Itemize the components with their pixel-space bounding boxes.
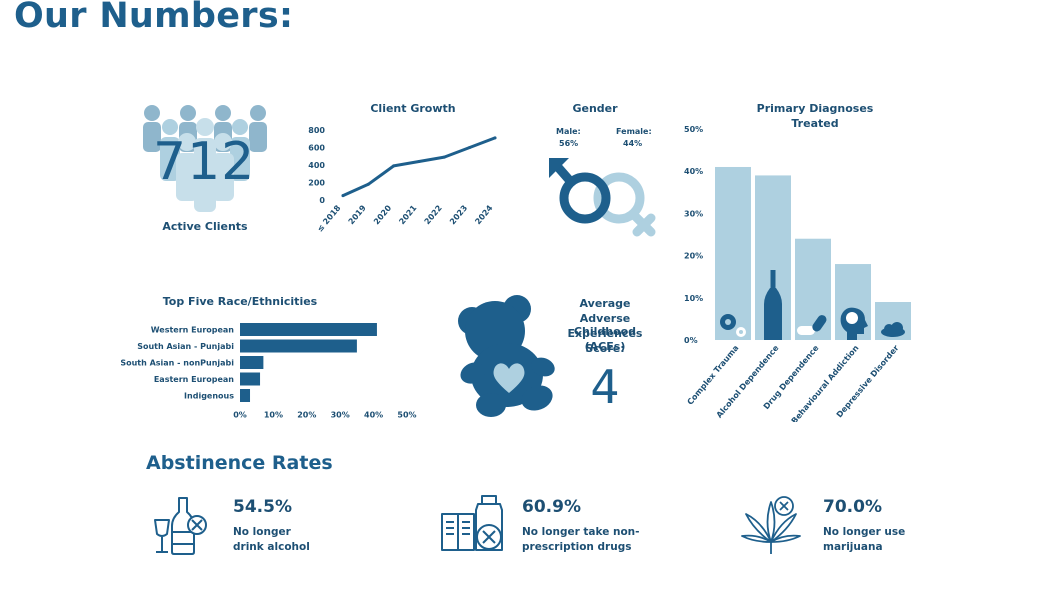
growth-x-tick: 2021 xyxy=(397,203,418,226)
aces-title-line3: Experiences (ACEs) xyxy=(567,327,643,353)
ethnicity-x-tick: 30% xyxy=(331,411,350,420)
head-icon xyxy=(840,307,868,340)
diagnoses-chart: Primary Diagnoses Treated 0% 10% 20% 30% 40%… xyxy=(675,102,930,432)
abstinence-title: Abstinence Rates xyxy=(146,452,333,474)
growth-x-tick: 2024 xyxy=(473,203,494,226)
ethnicity-x-tick: 10% xyxy=(264,411,283,420)
abstinence-alcohol-line1: No longer xyxy=(233,526,291,538)
growth-point xyxy=(442,155,446,159)
diagnoses-title-line1: Primary Diagnoses xyxy=(756,102,874,115)
ethnicity-x-tick: 0% xyxy=(233,411,247,420)
client-growth-chart: Client Growth 0 200 400 600 800 ≤ 2018 2019 202… xyxy=(305,102,510,242)
ethnicity-x-tick: 20% xyxy=(297,411,316,420)
active-clients-label: Active Clients xyxy=(162,220,248,233)
ethnicity-bar xyxy=(240,339,357,353)
diagnoses-y-tick: 40% xyxy=(684,167,703,176)
diagnoses-y-tick: 10% xyxy=(684,294,703,303)
diagnoses-bar xyxy=(715,166,751,340)
growth-y-tick: 400 xyxy=(308,161,325,170)
growth-x-tick: ≤ 2018 xyxy=(315,203,343,233)
gender-title: Gender xyxy=(572,102,618,115)
abstinence-alcohol-line2: drink alcohol xyxy=(233,541,310,553)
no-marijuana-icon xyxy=(741,496,801,554)
abstinence-drugs-line2: prescription drugs xyxy=(522,541,632,553)
ethnicity-x-tick: 50% xyxy=(397,411,416,420)
growth-y-tick: 200 xyxy=(308,179,325,188)
abstinence-drugs-value: 60.9% xyxy=(522,497,581,517)
abstinence-alcohol-value: 54.5% xyxy=(233,497,292,517)
female-value: 44% xyxy=(623,139,643,148)
growth-x-tick: 2020 xyxy=(372,203,393,226)
aces-value: 4 xyxy=(590,360,620,414)
growth-y-tick: 600 xyxy=(308,144,325,153)
bottle-icon xyxy=(764,270,782,340)
growth-point xyxy=(417,160,421,163)
ethnicity-chart: Top Five Race/Ethnicities Western Europe… xyxy=(120,295,430,425)
aces-title-line4: Score: xyxy=(585,342,625,355)
abstinence-drugs-line1: No longer take non- xyxy=(522,526,640,538)
growth-point xyxy=(392,164,396,168)
diagnoses-y-tick: 20% xyxy=(684,252,703,261)
growth-point xyxy=(493,136,497,140)
growth-x-tick: 2022 xyxy=(423,204,444,227)
gears-icon xyxy=(720,314,746,337)
teddy-bear-icon xyxy=(458,295,555,417)
male-value: 56% xyxy=(559,139,579,148)
client-growth-title: Client Growth xyxy=(370,102,456,115)
growth-point xyxy=(366,182,370,186)
ethnicity-category-label: South Asian - Punjabi xyxy=(137,342,234,351)
ethnicity-bar xyxy=(240,323,377,336)
growth-point xyxy=(341,194,345,198)
active-clients-number: 712 xyxy=(153,132,256,192)
abstinence-marijuana-value: 70.0% xyxy=(823,497,882,517)
growth-x-tick: 2023 xyxy=(448,204,469,227)
ethnicity-bar xyxy=(240,356,264,369)
aces-panel: Average Adverse Childhood Experiences (A… xyxy=(455,295,670,425)
ethnicity-category-label: Western European xyxy=(151,326,235,335)
ethnicity-category-label: Indigenous xyxy=(184,392,234,401)
diagnoses-y-tick: 30% xyxy=(684,209,703,218)
abstinence-item-marijuana: 70.0% No longer use marijuana xyxy=(740,492,980,562)
ethnicity-bar xyxy=(240,389,251,402)
no-drugs-icon xyxy=(441,495,503,551)
female-label: Female: xyxy=(616,127,652,136)
growth-y-tick: 800 xyxy=(308,126,325,135)
aces-title-line2: Adverse Childhood xyxy=(573,312,637,338)
male-label: Male: xyxy=(556,127,581,136)
active-clients-panel: 712 Active Clients xyxy=(135,100,275,240)
pills-icon xyxy=(797,315,827,335)
ethnicity-category-label: Eastern European xyxy=(154,375,234,384)
client-growth-plot: 0 200 400 600 800 ≤ 2018 2019 2020 2021 2022 2023 2… xyxy=(308,126,497,234)
cloud-icon xyxy=(881,322,905,337)
diagnoses-title-line2: Treated xyxy=(791,117,839,130)
ethnicity-bar xyxy=(240,372,261,386)
diagnoses-y-tick: 0% xyxy=(684,336,698,345)
abstinence-marijuana-line2: marijuana xyxy=(823,541,883,553)
growth-series-line xyxy=(341,136,497,198)
diagnoses-y-tick: 50% xyxy=(684,125,703,134)
gender-symbols-icon xyxy=(549,158,656,237)
aces-title-line1: Average xyxy=(579,297,631,310)
abstinence-marijuana-line1: No longer use xyxy=(823,526,906,538)
ethnicity-plot: Western European South Asian - Punjabi Sou… xyxy=(120,323,417,420)
ethnicity-category-label: South Asian - nonPunjabi xyxy=(120,359,234,368)
no-alcohol-icon xyxy=(154,497,207,555)
people-group-icon xyxy=(143,105,267,212)
growth-x-tick: 2019 xyxy=(347,203,368,226)
page-title: Our Numbers: xyxy=(14,0,294,36)
ethnicity-title: Top Five Race/Ethnicities xyxy=(162,295,318,308)
abstinence-item-alcohol: 54.5% No longer drink alcohol xyxy=(150,492,390,562)
growth-y-tick: 0 xyxy=(319,196,325,205)
growth-point xyxy=(468,146,472,149)
gender-panel: Gender Male: 56% Female: 44% xyxy=(545,102,665,242)
ethnicity-x-tick: 40% xyxy=(364,411,383,420)
diagnoses-x-tick: Behavioural Addiction xyxy=(790,343,861,422)
abstinence-item-drugs: 60.9% No longer take non- prescription d… xyxy=(440,492,680,562)
